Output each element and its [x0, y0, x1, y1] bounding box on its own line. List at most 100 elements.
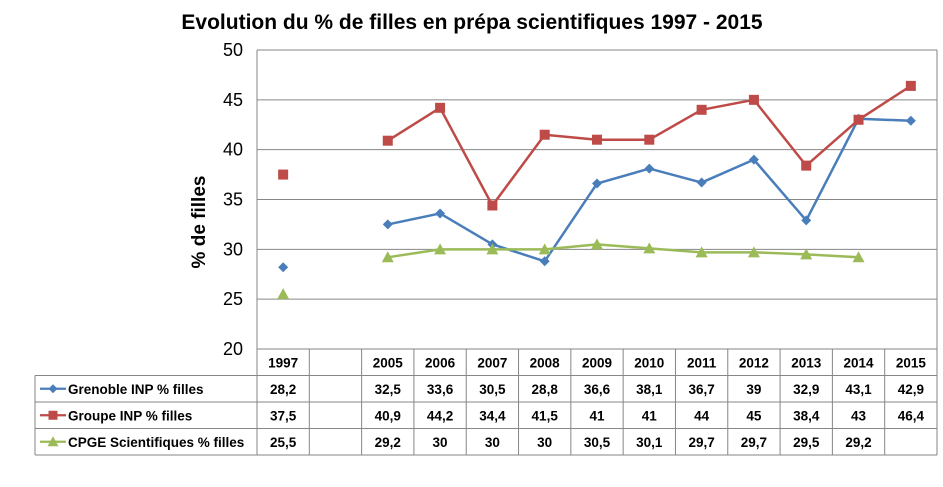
- data-label: 41: [642, 408, 658, 423]
- legend-key-marker: [48, 384, 58, 394]
- x-tick-label: 2013: [791, 355, 822, 370]
- x-tick-label: 2012: [739, 355, 769, 370]
- data-label: 29,7: [741, 435, 767, 450]
- gridlines: [256, 49, 938, 350]
- data-point: [695, 246, 708, 258]
- data-label: 42,9: [898, 382, 924, 397]
- data-label: 32,9: [793, 382, 819, 397]
- y-tick-label: 35: [223, 190, 243, 210]
- x-tick-label: 2014: [844, 355, 875, 370]
- data-label: 29,2: [845, 435, 871, 450]
- chart-title: Evolution du % de filles en prépa scient…: [181, 11, 763, 34]
- data-point: [853, 114, 864, 125]
- data-label: 30,5: [479, 382, 506, 397]
- data-point: [382, 219, 393, 230]
- data-label: 38,1: [636, 382, 663, 397]
- data-point: [435, 102, 446, 113]
- data-point: [539, 129, 550, 140]
- data-point: [748, 154, 759, 165]
- y-tick-label: 20: [223, 339, 243, 359]
- data-point: [381, 251, 394, 263]
- data-point: [800, 248, 813, 260]
- legend-key-marker: [47, 436, 59, 447]
- data-label: 41: [589, 408, 605, 423]
- data-label: 29,5: [793, 435, 820, 450]
- data-point: [644, 163, 655, 174]
- data-point: [801, 160, 812, 171]
- y-tick-label: 25: [223, 289, 243, 309]
- data-label: 30,1: [636, 435, 663, 450]
- legend-key-marker: [48, 410, 58, 420]
- data-label: 30: [433, 435, 448, 450]
- data-point: [434, 243, 447, 255]
- y-tick-label: 40: [223, 140, 243, 160]
- series-line: [387, 84, 912, 207]
- series-name: Grenoble INP % filles: [68, 382, 204, 397]
- data-label: 40,9: [375, 408, 401, 423]
- y-tick-label: 50: [223, 40, 243, 60]
- data-point: [592, 178, 602, 189]
- x-tick-label: 2011: [687, 355, 717, 370]
- y-tick-label: 30: [223, 239, 243, 259]
- data-label: 46,4: [898, 408, 925, 423]
- data-label: 45: [746, 408, 762, 423]
- data-label: 39: [746, 382, 761, 397]
- data-label: 29,7: [688, 435, 714, 450]
- data-label: 25,5: [270, 435, 297, 450]
- data-label: 30,5: [584, 435, 611, 450]
- data-point: [486, 243, 499, 255]
- series-line: [387, 243, 859, 259]
- x-tick-label: 2015: [896, 355, 927, 370]
- data-label: 34,4: [479, 408, 506, 423]
- y-tick-label: 45: [223, 90, 243, 110]
- data-label: 36,6: [584, 382, 611, 397]
- data-label: 28,2: [270, 382, 296, 397]
- data-point: [592, 134, 602, 145]
- y-tick-labels: 20 25 30 35 40 45 50: [223, 40, 243, 359]
- data-label: 30: [537, 435, 552, 450]
- data-point: [435, 208, 446, 219]
- data-point: [905, 80, 916, 91]
- x-tick-label: 2007: [477, 355, 507, 370]
- data-point: [591, 238, 603, 250]
- data-label: 41,5: [532, 408, 559, 423]
- data-point: [539, 256, 550, 267]
- data-point: [278, 262, 289, 273]
- data-label: 28,8: [532, 382, 559, 397]
- series-name: Groupe INP % filles: [68, 408, 192, 423]
- data-point: [277, 288, 290, 300]
- data-table: 1997 2005 2006 2007 2008 2009 2010 2011 2012 2013…: [34, 348, 938, 456]
- data-label: 43: [851, 408, 867, 423]
- y-axis-label: % de filles: [189, 176, 210, 269]
- x-tick-label: 2009: [582, 355, 612, 370]
- series-name: CPGE Scientifiques % filles: [68, 435, 244, 450]
- x-tick-label: 2005: [373, 355, 404, 370]
- data-point: [538, 243, 551, 255]
- data-point: [644, 134, 655, 145]
- data-point: [696, 104, 707, 115]
- data-label: 32,5: [375, 382, 402, 397]
- data-label: 44: [694, 408, 710, 423]
- data-point: [905, 115, 916, 126]
- data-label: 30: [485, 435, 500, 450]
- data-point: [801, 215, 812, 226]
- data-label: 43,1: [845, 382, 872, 397]
- data-label: 44,2: [427, 408, 453, 423]
- data-label: 29,2: [375, 435, 401, 450]
- data-point: [487, 200, 498, 211]
- data-point: [852, 251, 865, 263]
- data-point: [696, 177, 707, 188]
- x-tick-label: 2010: [634, 355, 664, 370]
- data-label: 37,5: [270, 408, 297, 423]
- x-tick-label: 1997: [268, 355, 298, 370]
- series-markers: [277, 80, 916, 300]
- x-tick-label: 2006: [425, 355, 456, 370]
- data-point: [747, 246, 760, 258]
- data-point: [643, 242, 656, 254]
- data-label: 33,6: [427, 382, 454, 397]
- data-point: [382, 135, 393, 146]
- x-tick-label: 2008: [530, 355, 561, 370]
- data-point: [748, 94, 759, 105]
- data-point: [278, 169, 289, 180]
